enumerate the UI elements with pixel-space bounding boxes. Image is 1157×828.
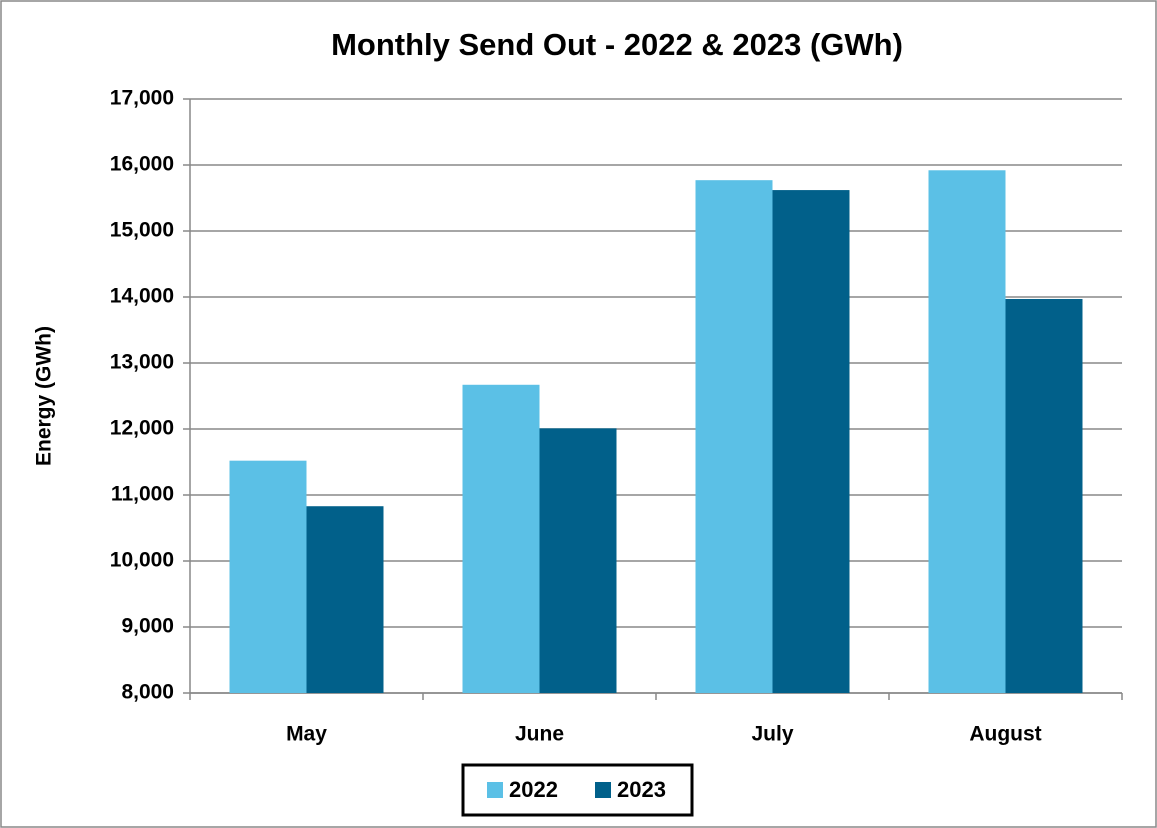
y-tick-label: 8,000: [121, 681, 174, 704]
y-axis-label: Energy (GWh): [33, 326, 56, 466]
y-tick-label: 10,000: [110, 549, 174, 572]
y-tick-label: 16,000: [110, 153, 174, 176]
bar: [229, 460, 307, 693]
legend-swatch: [595, 782, 611, 798]
y-tick-label: 13,000: [110, 351, 174, 374]
bar: [695, 180, 773, 693]
y-tick-label: 9,000: [121, 615, 174, 638]
bar: [1005, 298, 1083, 693]
legend-label: 2023: [617, 777, 666, 802]
y-tick-label: 15,000: [110, 219, 174, 242]
bar: [772, 190, 850, 693]
chart-title: Monthly Send Out - 2022 & 2023 (GWh): [331, 27, 903, 62]
bar: [539, 428, 617, 693]
bar: [928, 170, 1006, 693]
y-tick-label: 12,000: [110, 417, 174, 440]
x-tick-label: July: [751, 723, 793, 746]
y-tick-label: 14,000: [110, 285, 174, 308]
legend-swatch: [487, 782, 503, 798]
x-tick-label: August: [969, 723, 1041, 746]
y-tick-label: 17,000: [110, 87, 174, 110]
bar: [306, 506, 384, 693]
x-tick-label: June: [515, 723, 564, 746]
legend-label: 2022: [509, 777, 558, 802]
bar: [462, 384, 540, 693]
x-tick-label: May: [286, 723, 327, 746]
y-tick-label: 11,000: [111, 483, 174, 506]
